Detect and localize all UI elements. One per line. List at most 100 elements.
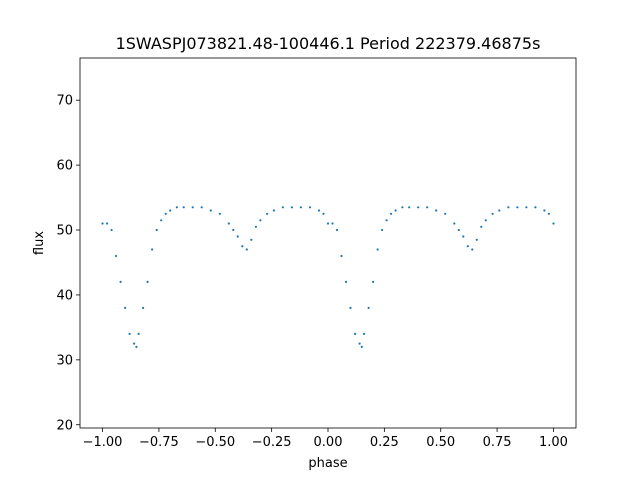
data-point — [317, 209, 321, 212]
data-point — [164, 212, 167, 215]
y-axis-label: flux — [32, 231, 47, 255]
data-point — [160, 219, 163, 222]
data-point — [426, 206, 429, 209]
data-point — [218, 212, 221, 215]
data-point — [344, 280, 348, 283]
data-point — [491, 212, 494, 215]
data-point — [543, 209, 546, 212]
data-point — [462, 235, 465, 238]
y-tick-label: 20 — [56, 418, 73, 433]
data-point — [516, 206, 519, 209]
data-point — [155, 228, 158, 232]
data-point — [308, 206, 312, 209]
data-point — [340, 254, 343, 258]
data-point — [169, 209, 172, 212]
data-point — [534, 206, 537, 209]
data-point — [326, 222, 330, 225]
data-point — [331, 222, 334, 225]
x-tick-label: 0.50 — [426, 435, 455, 450]
data-point — [547, 212, 551, 215]
data-point — [435, 209, 438, 212]
data-point — [245, 248, 248, 251]
data-point — [119, 280, 122, 283]
y-tick-label: 70 — [56, 94, 73, 109]
x-tick-label: −0.25 — [252, 435, 292, 450]
y-tick-label: 40 — [56, 288, 73, 303]
x-tick-label: 0.00 — [314, 435, 343, 450]
y-tick-label: 50 — [56, 224, 73, 239]
data-point — [466, 245, 469, 248]
data-point — [124, 306, 127, 309]
data-point — [349, 306, 352, 309]
data-point — [250, 238, 253, 241]
data-point — [106, 222, 109, 225]
chart-title: 1SWASPJ073821.48-100446.1 Period 222379.… — [116, 34, 541, 53]
data-point — [376, 248, 379, 251]
data-point — [137, 332, 140, 335]
x-tick-label: 0.75 — [483, 435, 512, 450]
data-point — [444, 212, 447, 215]
data-point — [525, 206, 528, 209]
data-point — [151, 248, 154, 251]
data-point — [360, 345, 363, 348]
data-point — [254, 225, 257, 228]
x-tick-label: −1.00 — [83, 435, 123, 450]
data-point — [335, 228, 339, 232]
data-point — [259, 219, 262, 222]
data-point — [367, 306, 370, 309]
data-point — [128, 332, 131, 335]
y-tick-label: 30 — [56, 353, 73, 368]
data-point — [135, 345, 138, 348]
data-point — [394, 209, 397, 212]
y-tick-label: 60 — [56, 159, 73, 174]
data-point — [232, 228, 235, 232]
data-point — [552, 222, 555, 225]
data-point — [175, 206, 178, 209]
data-point — [266, 212, 269, 215]
data-point — [401, 206, 404, 209]
data-point — [142, 306, 145, 309]
data-point — [498, 209, 501, 212]
data-point — [322, 212, 325, 215]
x-tick-label: −0.50 — [195, 435, 235, 450]
data-point — [484, 219, 487, 222]
x-tick-label: 1.00 — [539, 435, 568, 450]
data-point — [133, 342, 136, 345]
data-point — [272, 209, 275, 212]
x-axis: −1.00 −0.75 −0.50 −0.25 0.00 0.25 0.50 0.75 1.00 — [83, 428, 568, 450]
x-axis-label: phase — [308, 456, 347, 471]
data-point — [381, 228, 384, 232]
data-point — [200, 206, 203, 209]
data-point — [408, 206, 411, 209]
data-point — [241, 245, 244, 248]
data-point — [363, 332, 366, 335]
data-point — [290, 206, 293, 209]
data-point — [281, 206, 284, 209]
data-point — [480, 225, 483, 228]
data-point — [453, 222, 456, 225]
data-point — [110, 228, 113, 232]
data-point — [417, 206, 420, 209]
data-point — [146, 280, 149, 283]
scatter-points — [101, 206, 555, 348]
data-point — [471, 248, 474, 251]
data-point — [475, 238, 478, 241]
data-point — [101, 222, 104, 225]
data-point — [457, 228, 460, 232]
data-point — [191, 206, 194, 209]
data-point — [299, 206, 302, 209]
data-point — [236, 235, 239, 238]
x-tick-label: −0.75 — [139, 435, 179, 450]
data-point — [227, 222, 230, 225]
data-point — [385, 219, 388, 222]
y-axis: 20 30 40 50 60 70 — [56, 94, 80, 433]
data-point — [390, 212, 393, 215]
data-point — [354, 332, 357, 335]
data-point — [182, 206, 185, 209]
data-point — [507, 206, 510, 209]
x-tick-label: 0.25 — [370, 435, 399, 450]
data-point — [358, 342, 361, 345]
data-point — [372, 280, 375, 283]
